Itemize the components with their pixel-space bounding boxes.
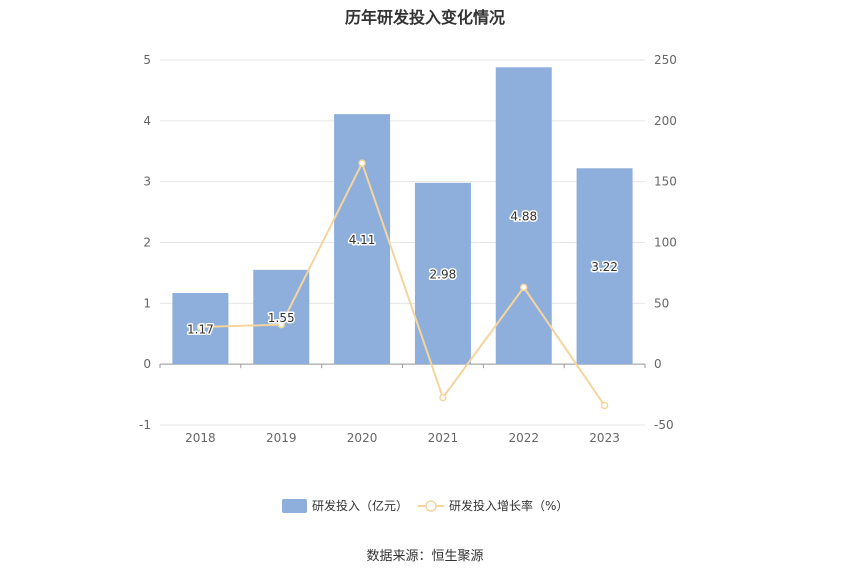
y-right-tick-label: 150 [654, 175, 677, 189]
growth-line [200, 160, 606, 407]
growth-point [439, 393, 447, 402]
bar [334, 114, 391, 365]
legend-swatch-point [425, 500, 437, 512]
y-left-tick-label: 5 [143, 53, 151, 67]
y-right-tick-label: 100 [654, 236, 677, 250]
x-tick-label: 2022 [508, 431, 539, 445]
y-left-tick-label: 3 [143, 175, 151, 189]
bar-data-label: 1.17 [187, 323, 214, 337]
growth-point [196, 323, 205, 331]
x-tick-label: 2021 [428, 431, 459, 445]
growth-point [358, 159, 366, 167]
y-left-tick-label: 0 [143, 357, 151, 371]
y-left-tick-label: 1 [143, 296, 151, 310]
y-left-tick-label: -1 [139, 418, 151, 432]
bar-data-label: 1.55 [268, 311, 295, 325]
y-left-tick-label: 2 [143, 236, 151, 250]
growth-point [520, 283, 528, 292]
y-right-tick-label: 200 [654, 114, 677, 128]
x-tick-label: 2020 [347, 431, 378, 445]
bar-data-label: 3.22 [591, 260, 618, 274]
bar [576, 168, 633, 365]
y-right-tick-label: 0 [654, 357, 662, 371]
y-right-tick-label: 250 [654, 53, 677, 67]
y-right-tick-label: 50 [654, 296, 669, 310]
bar-data-label: 4.88 [510, 210, 537, 224]
x-tick-label: 2018 [185, 431, 216, 445]
y-left-tick-label: 4 [143, 114, 151, 128]
data-source: 数据来源：恒生聚源 [366, 549, 484, 564]
legend-label: 研发投入（亿元） [312, 498, 408, 513]
x-tick-label: 2019 [266, 431, 297, 445]
bar-data-label: 4.11 [349, 233, 376, 247]
chart-title: 历年研发投入变化情况 [344, 8, 505, 27]
y-right-tick-label: -50 [654, 418, 674, 432]
bar-data-label: 2.98 [430, 268, 457, 282]
growth-point [277, 320, 285, 329]
growth-point [600, 401, 609, 410]
bar [414, 182, 471, 365]
legend-swatch-bar [282, 499, 307, 513]
x-tick-label: 2023 [589, 431, 620, 445]
legend-label: 研发投入增长率（%） [449, 498, 568, 513]
